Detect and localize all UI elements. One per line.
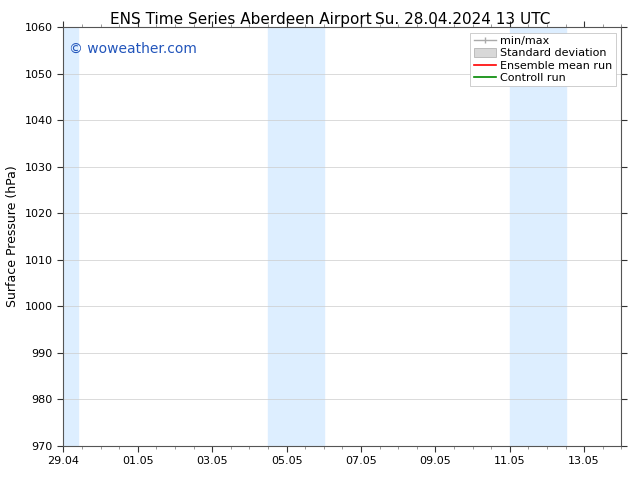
Y-axis label: Surface Pressure (hPa): Surface Pressure (hPa) (6, 166, 19, 307)
Bar (510, 27, 566, 446)
Bar (268, 27, 324, 446)
Bar (63, 27, 78, 446)
Text: Su. 28.04.2024 13 UTC: Su. 28.04.2024 13 UTC (375, 12, 550, 27)
Legend: min/max, Standard deviation, Ensemble mean run, Controll run: min/max, Standard deviation, Ensemble me… (470, 32, 616, 86)
Text: © woweather.com: © woweather.com (69, 42, 197, 55)
Text: ENS Time Series Aberdeen Airport: ENS Time Series Aberdeen Airport (110, 12, 372, 27)
